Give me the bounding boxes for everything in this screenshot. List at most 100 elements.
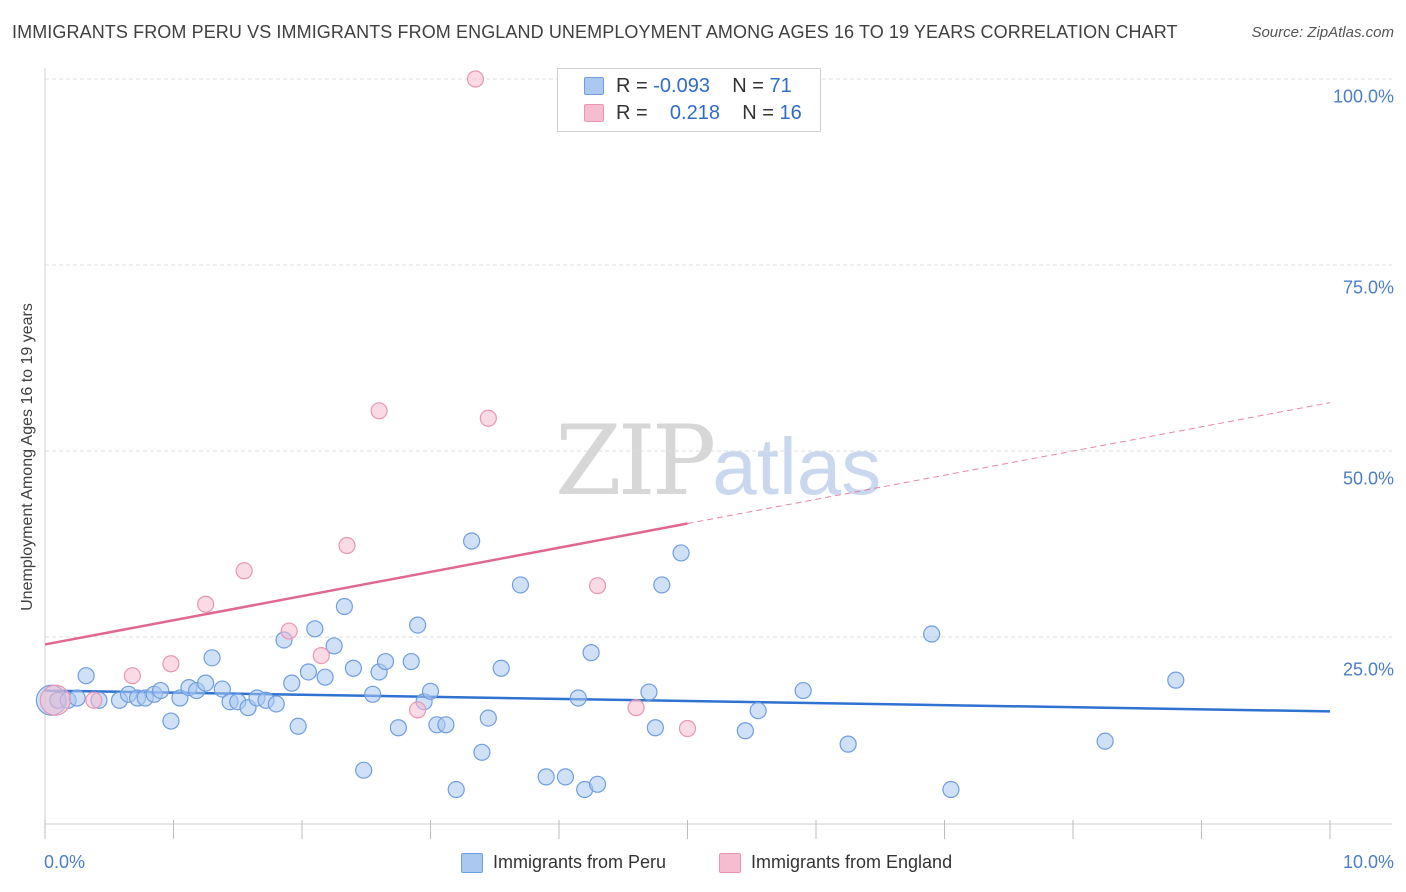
peru-point [1167, 671, 1185, 689]
peru-point [355, 761, 373, 779]
peru-r-value: -0.093 [653, 75, 710, 97]
legend-item-peru: Immigrants from Peru [461, 852, 666, 873]
peru-point [402, 652, 420, 671]
england-point [479, 409, 497, 427]
y-tick-label-100: 100.0% [1332, 86, 1394, 107]
england-n-value: 16 [779, 102, 802, 124]
chart-title: IMMIGRANTS FROM PERU VS IMMIGRANTS FROM … [12, 22, 1178, 42]
england-point [123, 667, 141, 685]
england-r-value: 0.218 [669, 102, 720, 124]
peru-point [437, 716, 455, 734]
england-point [235, 562, 253, 580]
peru-r-label: R = [616, 75, 654, 97]
peru-point [537, 768, 555, 786]
peru-point [203, 649, 221, 667]
england-trend-line [44, 522, 688, 646]
peru-point [421, 682, 440, 700]
england-point [409, 701, 427, 719]
peru-point [640, 683, 658, 701]
peru-point [335, 597, 354, 616]
watermark-atlas: atlas [712, 422, 882, 511]
peru-legend-label: Immigrants from Peru [493, 852, 667, 872]
peru-point [344, 659, 362, 677]
peru-point [306, 620, 324, 638]
england-r-label: R = [616, 102, 654, 124]
peru-point [316, 668, 334, 686]
england-stats: R = 0.218 N = 16 [616, 102, 802, 125]
y-axis-label: Unemployment Among Ages 16 to 19 years [19, 303, 36, 611]
y-tick-label-25: 25.0% [1342, 659, 1394, 680]
england-point [39, 684, 71, 716]
england-point [338, 536, 356, 555]
data-points [35, 70, 1185, 799]
peru-swatch [584, 77, 604, 95]
england-point [162, 655, 180, 673]
watermark-zip: ZIP [555, 405, 716, 517]
axes [44, 68, 1392, 839]
series-legend: Immigrants from Peru Immigrants from Eng… [0, 852, 1406, 878]
source-label: Source: ZipAtlas.com [1251, 24, 1394, 41]
peru-point [588, 775, 607, 793]
peru-point [364, 685, 382, 703]
england-point [678, 719, 697, 738]
peru-point [77, 667, 95, 685]
peru-point [463, 532, 481, 550]
peru-point [749, 702, 767, 720]
peru-point [511, 576, 530, 594]
peru-point [289, 717, 307, 735]
england-legend-swatch [719, 852, 741, 873]
england-point [280, 622, 298, 640]
england-point [588, 577, 607, 595]
peru-point [409, 616, 427, 634]
peru-point [197, 674, 215, 692]
peru-point [556, 768, 575, 786]
england-trend-projection [687, 402, 1331, 525]
y-tick-label-50: 50.0% [1342, 468, 1394, 489]
peru-point [794, 681, 812, 700]
england-point [627, 699, 645, 717]
peru-point [736, 722, 754, 740]
peru-point [646, 719, 664, 737]
peru-point [376, 652, 395, 671]
x-tick-label-min: 0.0% [44, 852, 86, 872]
england-swatch [584, 104, 604, 122]
england-point [85, 691, 103, 709]
peru-point [653, 576, 671, 594]
peru-point [569, 689, 587, 707]
peru-point [582, 644, 600, 662]
grid-lines [45, 78, 1392, 638]
england-n-label: N = [742, 102, 780, 124]
peru-point [68, 689, 86, 707]
peru-point [473, 743, 491, 761]
peru-point [672, 544, 690, 562]
peru-point [1096, 732, 1114, 750]
england-legend-label: Immigrants from England [751, 852, 953, 872]
peru-point [152, 681, 170, 700]
y-tick-label-75: 75.0% [1342, 277, 1394, 298]
peru-point [447, 780, 465, 799]
correlation-legend: R = -0.093 N = 71 R = 0.218 N = 16 [557, 68, 821, 132]
peru-n-label: N = [732, 75, 770, 97]
peru-point [839, 735, 857, 753]
peru-point [283, 674, 301, 692]
peru-point [325, 637, 343, 655]
england-point [370, 402, 388, 420]
x-tick-label-max: 10.0% [1342, 852, 1394, 872]
peru-point [479, 709, 497, 727]
peru-n-value: 71 [769, 75, 792, 97]
peru-point [389, 719, 407, 737]
peru-point [923, 625, 941, 643]
legend-item-england: Immigrants from England [719, 852, 952, 873]
peru-legend-swatch [461, 852, 483, 873]
england-point [197, 595, 215, 613]
england-point [312, 646, 330, 665]
peru-stats: R = -0.093 N = 71 [616, 75, 792, 98]
peru-point [299, 663, 318, 681]
peru-point [492, 659, 510, 677]
peru-point [267, 695, 285, 713]
watermark: ZIPatlas [555, 405, 881, 517]
peru-point [162, 712, 180, 730]
peru-point [213, 680, 231, 698]
england-point [466, 70, 485, 88]
